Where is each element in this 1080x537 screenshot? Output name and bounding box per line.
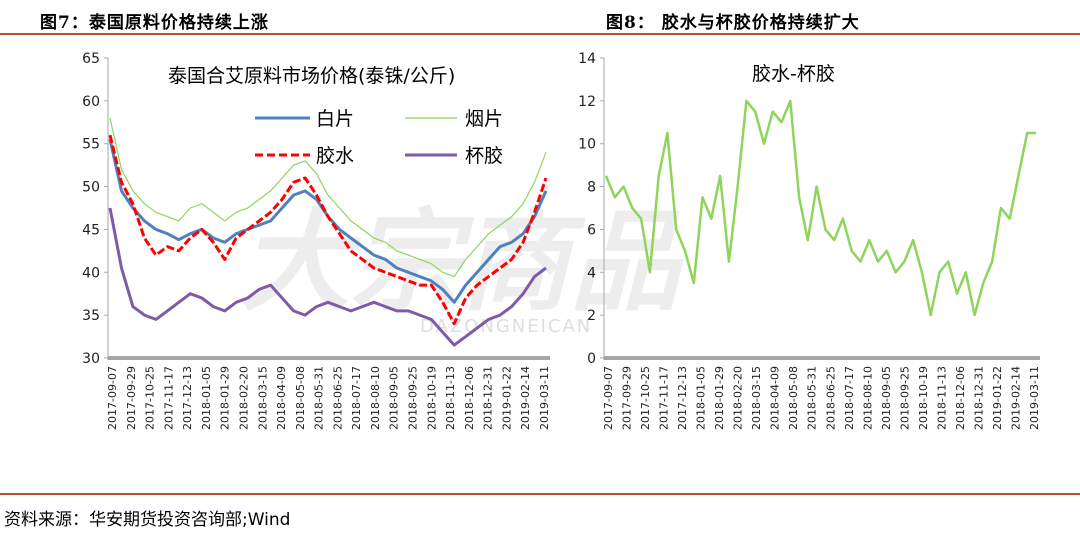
right-chart-title: 胶水-杯胶 — [752, 63, 835, 85]
series-line-spread — [604, 99, 1036, 317]
watermark-sub: DAZONGNEICAN — [420, 316, 592, 337]
x-tick-label: 2017-09-07 — [106, 366, 119, 430]
x-tick-label: 2018-05-08 — [787, 366, 800, 430]
left-figure-title: 图7：泰国原料价格持续上涨 — [40, 13, 269, 33]
x-tick-label: 2017-10-25 — [639, 366, 652, 430]
y-tick-label: 60 — [82, 94, 100, 110]
y-tick-label: 6 — [587, 222, 596, 238]
series-line-smoked — [109, 117, 547, 278]
legend-latex: 胶水 — [255, 145, 354, 167]
x-tick-label: 2018-09-25 — [407, 366, 420, 430]
x-tick-label: 2018-04-09 — [769, 366, 782, 430]
left-chart-title: 泰国合艾原料市场价格(泰铢/公斤) — [168, 65, 455, 87]
x-tick-label: 2017-09-29 — [621, 366, 634, 430]
x-tick-label: 2018-12-06 — [463, 366, 476, 430]
x-tick-label: 2018-07-17 — [350, 366, 363, 430]
x-tick-label: 2018-05-31 — [806, 366, 819, 430]
y-tick-label: 0 — [587, 351, 596, 367]
x-tick-label: 2018-09-05 — [388, 366, 401, 430]
x-tick-label: 2018-06-25 — [824, 366, 837, 430]
source-note: 资料来源：华安期货投资咨询部;Wind — [4, 510, 291, 530]
y-tick-label: 40 — [82, 265, 100, 281]
x-tick-label: 2018-10-19 — [425, 366, 438, 430]
y-tick-label: 35 — [82, 308, 100, 324]
x-tick-label: 2018-02-20 — [732, 366, 745, 430]
series-line-cup — [108, 207, 547, 347]
x-tick-label: 2019-03-11 — [538, 366, 551, 430]
x-tick-label: 2018-05-31 — [313, 366, 326, 430]
x-tick-label: 2019-01-22 — [500, 366, 513, 430]
x-tick-label: 2018-03-15 — [256, 366, 269, 430]
x-tick-label: 2018-01-29 — [219, 366, 232, 430]
x-tick-label: 2017-11-17 — [658, 366, 671, 430]
top-divider — [0, 33, 1080, 35]
x-tick-label: 2017-10-25 — [144, 366, 157, 430]
legend-smoked-sheet-label: 烟片 — [465, 108, 503, 130]
x-tick-label: 2017-09-07 — [602, 366, 615, 430]
y-tick-label: 8 — [587, 180, 596, 196]
x-tick-label: 2018-05-08 — [294, 366, 307, 430]
legend-latex-label: 胶水 — [316, 145, 354, 167]
x-tick-label: 2018-03-15 — [750, 366, 763, 430]
x-tick-label: 2018-12-31 — [972, 366, 985, 430]
x-tick-label: 2017-12-13 — [181, 366, 194, 430]
y-tick-label: 45 — [82, 222, 100, 238]
legend-smoked-sheet: 烟片 — [405, 108, 503, 130]
y-tick-label: 12 — [578, 94, 596, 110]
x-tick-label: 2018-06-25 — [331, 366, 344, 430]
legend-cup-lump-label: 杯胶 — [465, 145, 503, 167]
y-tick-label: 55 — [82, 137, 100, 153]
bottom-divider — [0, 493, 1080, 495]
y-tick-label: 2 — [587, 308, 596, 324]
x-tick-label: 2018-11-13 — [444, 366, 457, 430]
x-tick-label: 2018-01-29 — [713, 366, 726, 430]
x-tick-label: 2019-02-14 — [519, 366, 532, 430]
legend-cup-lump: 杯胶 — [405, 145, 503, 167]
watermark-main: 大宗商品 — [240, 198, 684, 326]
y-tick-label: 10 — [578, 137, 596, 153]
y-tick-label: 4 — [587, 265, 596, 281]
legend-white-sheet-label: 白片 — [316, 108, 354, 130]
y-tick-label: 50 — [82, 180, 100, 196]
x-tick-label: 2018-11-13 — [935, 366, 948, 430]
x-tick-label: 2018-01-05 — [695, 366, 708, 430]
legend-white-sheet: 白片 — [255, 108, 354, 130]
x-tick-label: 2018-08-10 — [369, 366, 382, 430]
x-tick-label: 2018-12-31 — [482, 366, 495, 430]
x-tick-label: 2017-11-17 — [162, 366, 175, 430]
x-tick-label: 2018-04-09 — [275, 366, 288, 430]
x-tick-label: 2017-09-29 — [125, 366, 138, 430]
x-tick-label: 2018-08-10 — [861, 366, 874, 430]
y-tick-label: 65 — [82, 51, 100, 67]
x-tick-label: 2018-09-05 — [880, 366, 893, 430]
right-chart: 0 2 4 6 8 10 12 14 2017-09-07 2017-09-29 2017-10-… — [578, 51, 1041, 430]
x-tick-label: 2018-07-17 — [843, 366, 856, 430]
x-tick-label: 2017-12-13 — [676, 366, 689, 430]
left-chart: 30 35 40 45 50 55 60 65 2017-09-07 2017-09-29 201… — [82, 51, 551, 430]
x-tick-label: 2019-01-22 — [991, 366, 1004, 430]
x-tick-label: 2018-01-05 — [200, 366, 213, 430]
right-figure-title: 图8： 胶水与杯胶价格持续扩大 — [606, 13, 860, 33]
y-tick-label: 14 — [578, 51, 596, 67]
x-tick-label: 2018-02-20 — [237, 366, 250, 430]
x-tick-label: 2018-12-06 — [954, 366, 967, 430]
series-line-latex — [108, 134, 548, 326]
x-tick-label: 2018-10-19 — [917, 366, 930, 430]
x-tick-label: 2019-02-14 — [1009, 366, 1022, 430]
x-tick-label: 2019-03-11 — [1028, 366, 1041, 430]
x-tick-label: 2018-09-25 — [898, 366, 911, 430]
y-tick-label: 30 — [82, 351, 100, 367]
